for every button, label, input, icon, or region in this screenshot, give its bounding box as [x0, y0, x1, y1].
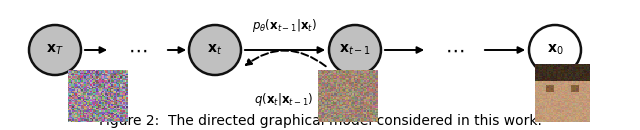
Ellipse shape: [329, 25, 381, 75]
Text: $\mathbf{x}_{t}$: $\mathbf{x}_{t}$: [207, 43, 223, 57]
Text: $\cdots$: $\cdots$: [445, 41, 465, 60]
Ellipse shape: [29, 25, 81, 75]
Text: Figure 2:  The directed graphical model considered in this work.: Figure 2: The directed graphical model c…: [99, 114, 541, 128]
Text: $\mathbf{x}_{T}$: $\mathbf{x}_{T}$: [46, 43, 64, 57]
Ellipse shape: [529, 25, 581, 75]
Text: $\mathbf{x}_{0}$: $\mathbf{x}_{0}$: [547, 43, 563, 57]
Text: $\mathbf{x}_{t-1}$: $\mathbf{x}_{t-1}$: [339, 43, 371, 57]
Ellipse shape: [189, 25, 241, 75]
Text: $p_{\theta}(\mathbf{x}_{t-1}|\mathbf{x}_{t})$: $p_{\theta}(\mathbf{x}_{t-1}|\mathbf{x}_…: [252, 17, 316, 34]
Text: $\cdots$: $\cdots$: [129, 41, 148, 60]
Text: $q(\mathbf{x}_{t}|\mathbf{x}_{t-1})$: $q(\mathbf{x}_{t}|\mathbf{x}_{t-1})$: [254, 92, 314, 109]
FancyArrowPatch shape: [246, 50, 326, 66]
